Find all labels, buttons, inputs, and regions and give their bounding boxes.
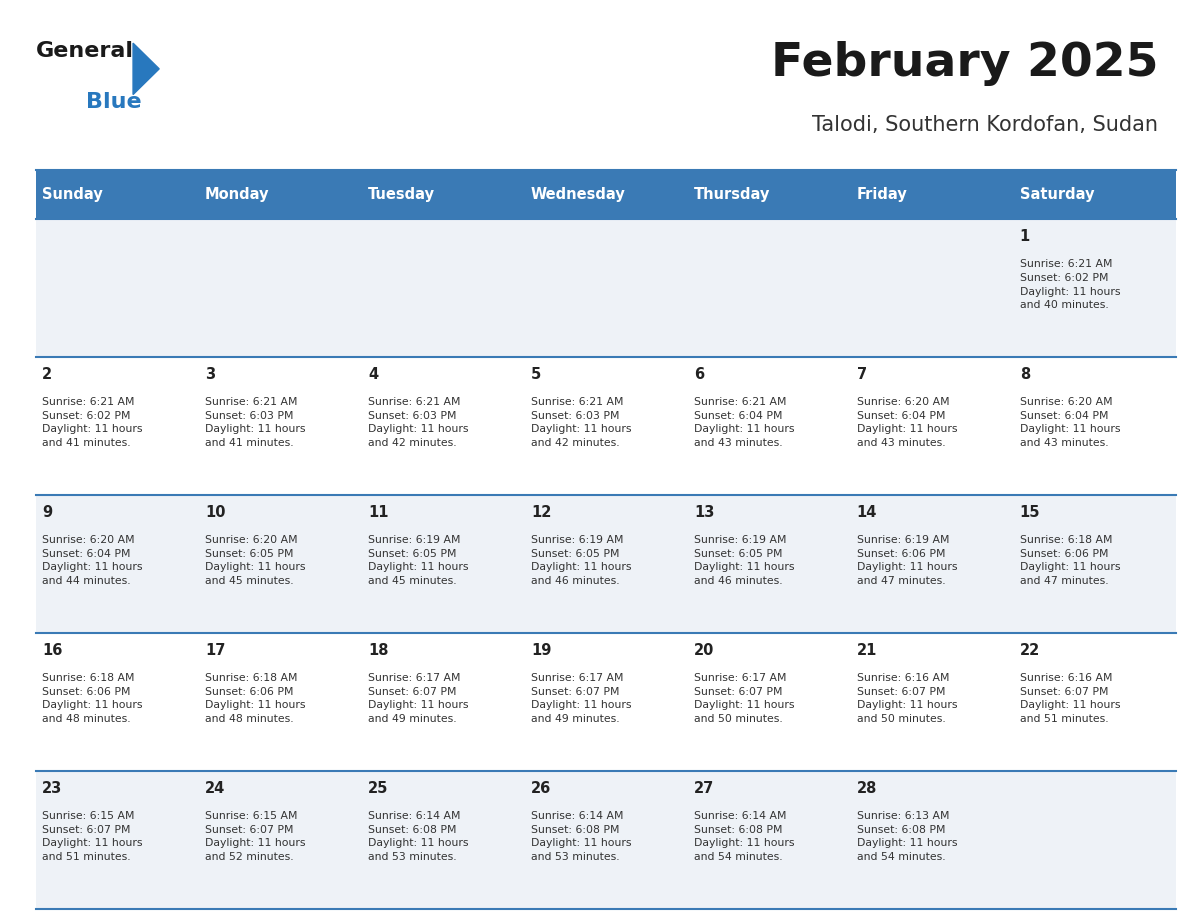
Text: 1: 1 bbox=[1019, 230, 1030, 244]
Text: 10: 10 bbox=[206, 505, 226, 520]
Text: Wednesday: Wednesday bbox=[531, 187, 626, 202]
Text: Sunrise: 6:17 AM
Sunset: 6:07 PM
Daylight: 11 hours
and 49 minutes.: Sunrise: 6:17 AM Sunset: 6:07 PM Dayligh… bbox=[368, 673, 468, 723]
Text: 17: 17 bbox=[206, 643, 226, 657]
Text: Sunrise: 6:21 AM
Sunset: 6:04 PM
Daylight: 11 hours
and 43 minutes.: Sunrise: 6:21 AM Sunset: 6:04 PM Dayligh… bbox=[694, 397, 795, 448]
Text: Thursday: Thursday bbox=[694, 187, 770, 202]
Text: Sunrise: 6:20 AM
Sunset: 6:04 PM
Daylight: 11 hours
and 43 minutes.: Sunrise: 6:20 AM Sunset: 6:04 PM Dayligh… bbox=[1019, 397, 1120, 448]
Text: Sunrise: 6:19 AM
Sunset: 6:05 PM
Daylight: 11 hours
and 46 minutes.: Sunrise: 6:19 AM Sunset: 6:05 PM Dayligh… bbox=[531, 535, 632, 586]
Text: 9: 9 bbox=[42, 505, 52, 520]
Text: Sunrise: 6:15 AM
Sunset: 6:07 PM
Daylight: 11 hours
and 51 minutes.: Sunrise: 6:15 AM Sunset: 6:07 PM Dayligh… bbox=[42, 811, 143, 862]
Text: Sunday: Sunday bbox=[42, 187, 103, 202]
Text: Sunrise: 6:16 AM
Sunset: 6:07 PM
Daylight: 11 hours
and 50 minutes.: Sunrise: 6:16 AM Sunset: 6:07 PM Dayligh… bbox=[857, 673, 958, 723]
Text: Sunrise: 6:17 AM
Sunset: 6:07 PM
Daylight: 11 hours
and 49 minutes.: Sunrise: 6:17 AM Sunset: 6:07 PM Dayligh… bbox=[531, 673, 632, 723]
Text: Sunrise: 6:19 AM
Sunset: 6:05 PM
Daylight: 11 hours
and 46 minutes.: Sunrise: 6:19 AM Sunset: 6:05 PM Dayligh… bbox=[694, 535, 795, 586]
Text: 25: 25 bbox=[368, 780, 388, 796]
Text: 18: 18 bbox=[368, 643, 388, 657]
Text: 8: 8 bbox=[1019, 367, 1030, 382]
Text: Friday: Friday bbox=[857, 187, 908, 202]
Text: Sunrise: 6:19 AM
Sunset: 6:05 PM
Daylight: 11 hours
and 45 minutes.: Sunrise: 6:19 AM Sunset: 6:05 PM Dayligh… bbox=[368, 535, 468, 586]
Text: 2: 2 bbox=[42, 367, 52, 382]
Text: Sunrise: 6:20 AM
Sunset: 6:05 PM
Daylight: 11 hours
and 45 minutes.: Sunrise: 6:20 AM Sunset: 6:05 PM Dayligh… bbox=[206, 535, 305, 586]
Text: Monday: Monday bbox=[206, 187, 270, 202]
Text: 15: 15 bbox=[1019, 505, 1041, 520]
Text: 13: 13 bbox=[694, 505, 714, 520]
Text: Sunrise: 6:21 AM
Sunset: 6:02 PM
Daylight: 11 hours
and 40 minutes.: Sunrise: 6:21 AM Sunset: 6:02 PM Dayligh… bbox=[1019, 260, 1120, 310]
Text: 4: 4 bbox=[368, 367, 378, 382]
Text: 3: 3 bbox=[206, 367, 215, 382]
Text: 27: 27 bbox=[694, 780, 714, 796]
Text: 7: 7 bbox=[857, 367, 867, 382]
Text: 5: 5 bbox=[531, 367, 542, 382]
Text: Sunrise: 6:14 AM
Sunset: 6:08 PM
Daylight: 11 hours
and 53 minutes.: Sunrise: 6:14 AM Sunset: 6:08 PM Dayligh… bbox=[531, 811, 632, 862]
Text: 11: 11 bbox=[368, 505, 388, 520]
Text: Blue: Blue bbox=[86, 92, 141, 112]
Text: Sunrise: 6:18 AM
Sunset: 6:06 PM
Daylight: 11 hours
and 48 minutes.: Sunrise: 6:18 AM Sunset: 6:06 PM Dayligh… bbox=[42, 673, 143, 723]
Bar bbox=[36, 170, 1176, 219]
Text: 14: 14 bbox=[857, 505, 877, 520]
Bar bbox=[36, 771, 1176, 909]
Text: Saturday: Saturday bbox=[1019, 187, 1094, 202]
Text: Sunrise: 6:14 AM
Sunset: 6:08 PM
Daylight: 11 hours
and 53 minutes.: Sunrise: 6:14 AM Sunset: 6:08 PM Dayligh… bbox=[368, 811, 468, 862]
Text: Sunrise: 6:20 AM
Sunset: 6:04 PM
Daylight: 11 hours
and 44 minutes.: Sunrise: 6:20 AM Sunset: 6:04 PM Dayligh… bbox=[42, 535, 143, 586]
Text: 20: 20 bbox=[694, 643, 714, 657]
Text: Sunrise: 6:16 AM
Sunset: 6:07 PM
Daylight: 11 hours
and 51 minutes.: Sunrise: 6:16 AM Sunset: 6:07 PM Dayligh… bbox=[1019, 673, 1120, 723]
Text: Sunrise: 6:21 AM
Sunset: 6:02 PM
Daylight: 11 hours
and 41 minutes.: Sunrise: 6:21 AM Sunset: 6:02 PM Dayligh… bbox=[42, 397, 143, 448]
Text: 24: 24 bbox=[206, 780, 226, 796]
Text: Tuesday: Tuesday bbox=[368, 187, 435, 202]
Text: Sunrise: 6:20 AM
Sunset: 6:04 PM
Daylight: 11 hours
and 43 minutes.: Sunrise: 6:20 AM Sunset: 6:04 PM Dayligh… bbox=[857, 397, 958, 448]
Bar bbox=[36, 219, 1176, 357]
Text: Sunrise: 6:21 AM
Sunset: 6:03 PM
Daylight: 11 hours
and 41 minutes.: Sunrise: 6:21 AM Sunset: 6:03 PM Dayligh… bbox=[206, 397, 305, 448]
Text: 26: 26 bbox=[531, 780, 551, 796]
Text: Sunrise: 6:15 AM
Sunset: 6:07 PM
Daylight: 11 hours
and 52 minutes.: Sunrise: 6:15 AM Sunset: 6:07 PM Dayligh… bbox=[206, 811, 305, 862]
Text: 22: 22 bbox=[1019, 643, 1040, 657]
Text: 19: 19 bbox=[531, 643, 551, 657]
Polygon shape bbox=[133, 43, 159, 95]
Text: Sunrise: 6:14 AM
Sunset: 6:08 PM
Daylight: 11 hours
and 54 minutes.: Sunrise: 6:14 AM Sunset: 6:08 PM Dayligh… bbox=[694, 811, 795, 862]
Text: Sunrise: 6:17 AM
Sunset: 6:07 PM
Daylight: 11 hours
and 50 minutes.: Sunrise: 6:17 AM Sunset: 6:07 PM Dayligh… bbox=[694, 673, 795, 723]
Text: 23: 23 bbox=[42, 780, 63, 796]
Text: Sunrise: 6:18 AM
Sunset: 6:06 PM
Daylight: 11 hours
and 47 minutes.: Sunrise: 6:18 AM Sunset: 6:06 PM Dayligh… bbox=[1019, 535, 1120, 586]
Text: General: General bbox=[36, 41, 133, 62]
Bar bbox=[36, 495, 1176, 633]
Text: 12: 12 bbox=[531, 505, 551, 520]
Text: 6: 6 bbox=[694, 367, 704, 382]
Text: 21: 21 bbox=[857, 643, 877, 657]
Text: Sunrise: 6:13 AM
Sunset: 6:08 PM
Daylight: 11 hours
and 54 minutes.: Sunrise: 6:13 AM Sunset: 6:08 PM Dayligh… bbox=[857, 811, 958, 862]
Text: 28: 28 bbox=[857, 780, 877, 796]
Text: Sunrise: 6:21 AM
Sunset: 6:03 PM
Daylight: 11 hours
and 42 minutes.: Sunrise: 6:21 AM Sunset: 6:03 PM Dayligh… bbox=[531, 397, 632, 448]
Text: Sunrise: 6:18 AM
Sunset: 6:06 PM
Daylight: 11 hours
and 48 minutes.: Sunrise: 6:18 AM Sunset: 6:06 PM Dayligh… bbox=[206, 673, 305, 723]
Text: 16: 16 bbox=[42, 643, 63, 657]
Text: February 2025: February 2025 bbox=[771, 41, 1158, 86]
Text: Sunrise: 6:21 AM
Sunset: 6:03 PM
Daylight: 11 hours
and 42 minutes.: Sunrise: 6:21 AM Sunset: 6:03 PM Dayligh… bbox=[368, 397, 468, 448]
Text: Sunrise: 6:19 AM
Sunset: 6:06 PM
Daylight: 11 hours
and 47 minutes.: Sunrise: 6:19 AM Sunset: 6:06 PM Dayligh… bbox=[857, 535, 958, 586]
Text: Talodi, Southern Kordofan, Sudan: Talodi, Southern Kordofan, Sudan bbox=[813, 115, 1158, 135]
Bar bbox=[36, 633, 1176, 771]
Bar bbox=[36, 357, 1176, 495]
